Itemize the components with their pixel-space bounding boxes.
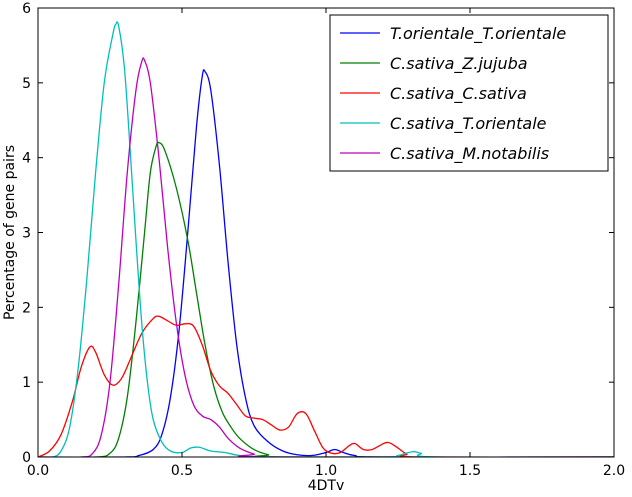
- x-tick-label: 2.0: [603, 463, 625, 479]
- y-tick-label: 6: [22, 1, 31, 17]
- ticks-layer: 0.0 0.5 1.0 1.5 2.0 0 1 2 3 4 5 6: [22, 1, 625, 479]
- series-line-c-sativa-m-notabilis: [38, 57, 614, 457]
- y-tick-label: 5: [22, 76, 31, 92]
- legend-label: C.sativa_M.notabilis: [390, 144, 549, 164]
- legend-label: T.orientale_T.orientale: [390, 24, 566, 44]
- legend-label: C.sativa_Z.jujuba: [390, 54, 528, 74]
- series-line-c-sativa-c-sativa: [38, 315, 614, 457]
- x-tick-label: 0.0: [27, 463, 49, 479]
- legend-label: C.sativa_T.orientale: [390, 114, 547, 134]
- x-axis-title: 4DTv: [308, 478, 345, 494]
- legend-label: C.sativa_C.sativa: [390, 84, 527, 104]
- legend-box: [329, 14, 609, 172]
- y-tick-label: 0: [22, 450, 31, 466]
- y-tick-label: 2: [22, 300, 31, 316]
- series-line-c-sativa-z-jujuba: [38, 141, 614, 457]
- x-tick-label: 0.5: [171, 463, 193, 479]
- y-tick-label: 3: [22, 226, 31, 242]
- x-tick-label: 1.0: [315, 463, 337, 479]
- x-tick-label: 1.5: [459, 463, 481, 479]
- legend: T.orientale_T.orientale C.sativa_Z.jujuba…: [329, 14, 609, 172]
- series-line-t-orientale-t-orientale: [38, 69, 614, 457]
- y-tick-label: 4: [22, 151, 31, 167]
- y-axis-title: Percentage of gene pairs: [2, 145, 18, 320]
- y-tick-label: 1: [22, 375, 31, 391]
